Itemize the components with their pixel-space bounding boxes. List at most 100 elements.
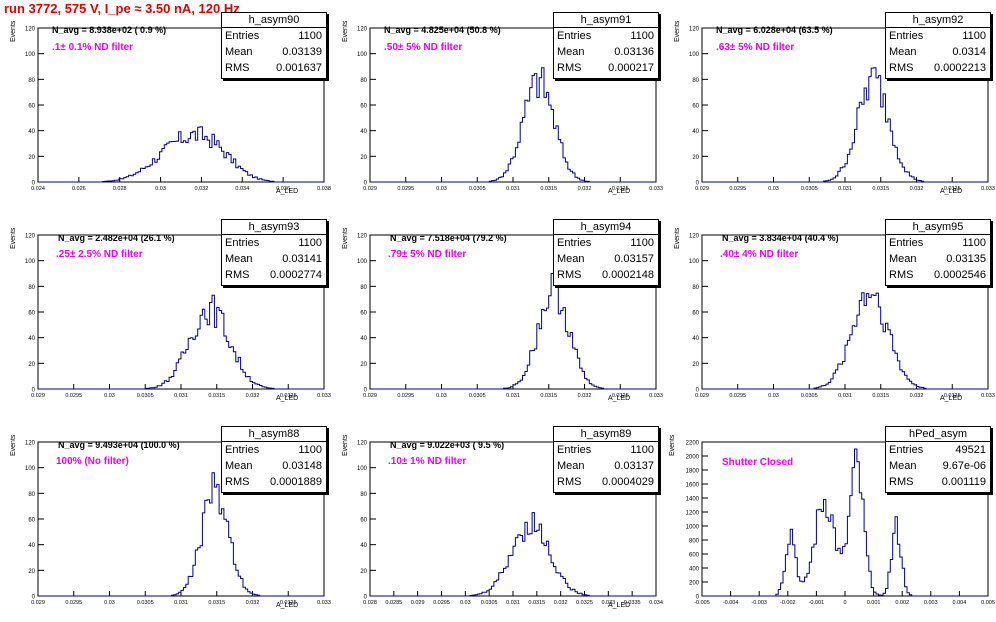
- x-tick-label: 0.0325: [944, 393, 961, 399]
- stats-value: 0.03148: [282, 460, 322, 472]
- x-tick-label: 0.031: [174, 393, 188, 399]
- x-tick-label: 0.002: [895, 600, 909, 606]
- x-tick-label: 0.031: [838, 186, 852, 192]
- y-tick-label: 20: [692, 155, 699, 161]
- histogram-series-h_asym90: [38, 126, 324, 183]
- x-tick-label: 0.03: [436, 186, 447, 192]
- stats-row-entries: Entries 1100: [222, 28, 326, 44]
- y-tick-label: 0: [364, 181, 368, 187]
- stats-label: RMS: [889, 62, 914, 74]
- stats-label: Mean: [557, 253, 585, 265]
- y-tick-label: 40: [28, 543, 35, 549]
- x-tick-label: 0.029: [695, 393, 709, 399]
- x-tick-label: 0.0305: [469, 186, 486, 192]
- histogram-series-h_asym93: [38, 294, 324, 390]
- y-tick-label: 120: [25, 234, 36, 240]
- x-tick-label: 0.03: [104, 393, 115, 399]
- page-title: run 3772, 575 V, I_pe ≈ 3.50 nA, 120 Hz: [4, 1, 240, 16]
- y-tick-label: 2000: [686, 455, 700, 461]
- y-tick-label: 80: [28, 285, 35, 291]
- y-tick-label: 100: [357, 466, 368, 472]
- y-tick-label: 2200: [686, 441, 700, 447]
- y-tick-label: 20: [28, 569, 35, 575]
- y-tick-label: 0: [32, 388, 36, 394]
- y-tick-label: 80: [692, 78, 699, 84]
- x-tick-label: 0.033: [601, 600, 615, 606]
- x-tick-label: 0.0295: [397, 393, 414, 399]
- stats-row-rms: RMS 0.000217: [554, 60, 658, 76]
- x-tick-label: -0.003: [751, 600, 767, 606]
- x-tick-label: 0.032: [578, 393, 592, 399]
- x-tick-label: 0.0305: [137, 393, 154, 399]
- stats-label: RMS: [889, 476, 914, 488]
- x-tick-label: 0.032: [195, 186, 209, 192]
- y-axis-label: Events: [342, 227, 349, 249]
- x-tick-label: 0.0305: [801, 186, 818, 192]
- stats-box: h_asym89 Entries 1100 Mean 0.03137 RMS 0.00040…: [553, 426, 659, 493]
- y-tick-label: 40: [692, 129, 699, 135]
- histogram-name: h_asym91: [554, 13, 658, 28]
- stats-label: Mean: [557, 46, 585, 58]
- histogram-panel-h_asym95: 0 20 40 60 80 100 120 0.029 0.0295 0.03 0.0305 0.03…: [664, 207, 996, 414]
- x-axis-label: A_LED: [940, 395, 963, 402]
- y-tick-label: 100: [357, 52, 368, 58]
- stats-value: 0.03139: [282, 46, 322, 58]
- stats-value: 0.03136: [614, 46, 654, 58]
- x-tick-label: 0.031: [506, 393, 520, 399]
- filter-label: .40± 4% ND filter: [720, 249, 799, 260]
- x-tick-label: 0.031: [174, 600, 188, 606]
- x-tick-label: -0.005: [694, 600, 710, 606]
- x-tick-label: 0.032: [910, 186, 924, 192]
- stats-row-mean: Mean 9.67e-06: [886, 458, 990, 474]
- histogram-plot: 0 20 40 60 80 100 120 0.029 0.0295 0.03 0.0305 0.03…: [357, 234, 663, 400]
- y-tick-label: 60: [28, 104, 35, 110]
- x-tick-label: 0.0295: [65, 600, 82, 606]
- histogram-series-h_asym89: [370, 512, 656, 597]
- x-tick-label: 0.033: [317, 600, 331, 606]
- x-tick-label: 0.0315: [208, 393, 225, 399]
- x-tick-label: 0.029: [411, 600, 425, 606]
- stats-row-entries: Entries 1100: [222, 442, 326, 458]
- y-tick-label: 0: [696, 595, 700, 601]
- stats-value: 1100: [630, 237, 654, 249]
- x-tick-label: 0.032: [246, 393, 260, 399]
- x-tick-label: 0.031: [838, 393, 852, 399]
- x-tick-label: 0.0315: [872, 186, 889, 192]
- y-tick-label: 40: [360, 543, 367, 549]
- x-tick-label: 0: [843, 600, 846, 606]
- histogram-series-h_asym95: [702, 292, 988, 390]
- filter-label: .79± 5% ND filter: [388, 249, 467, 260]
- x-axis-label: A_LED: [276, 395, 299, 402]
- stats-value: 0.001119: [941, 476, 986, 488]
- stats-label: Entries: [225, 30, 260, 42]
- stats-label: Entries: [557, 237, 592, 249]
- n-avg-annotation: N_avg = 2.482e+04 (26.1 %): [58, 233, 175, 243]
- stats-label: RMS: [889, 269, 914, 281]
- x-tick-label: 0.026: [72, 186, 86, 192]
- x-tick-label: 0.029: [31, 393, 45, 399]
- x-tick-label: 0.0295: [397, 186, 414, 192]
- x-axis-label: A_LED: [276, 602, 299, 609]
- stats-label: Mean: [557, 460, 585, 472]
- stats-value: 0.0001889: [270, 476, 322, 488]
- histogram-panel-h_asym89: 0 20 40 60 80 100 120 0.028 0.0285 0.029 0.0295 0.0…: [332, 414, 664, 621]
- n-avg-annotation: N_avg = 7.518e+04 (79.2 %): [390, 233, 507, 243]
- x-axis-label: A_LED: [940, 188, 963, 195]
- x-tick-label: 0.034: [235, 186, 249, 192]
- stats-row-rms: RMS 0.0002213: [886, 60, 990, 76]
- y-tick-label: 60: [360, 518, 367, 524]
- stats-label: RMS: [225, 269, 250, 281]
- y-tick-label: 120: [357, 441, 368, 447]
- filter-label: 100% (No filter): [56, 456, 129, 467]
- stats-row-entries: Entries 1100: [886, 28, 990, 44]
- stats-value: 1100: [630, 444, 654, 456]
- n-avg-annotation: N_avg = 9.493e+04 (100.0 %): [58, 440, 180, 450]
- stats-row-mean: Mean 0.03157: [554, 251, 658, 267]
- y-tick-label: 60: [692, 311, 699, 317]
- y-tick-label: 80: [360, 285, 367, 291]
- x-tick-label: 0.034: [649, 600, 663, 606]
- y-tick-label: 120: [689, 27, 700, 33]
- x-tick-label: 0.03: [768, 393, 779, 399]
- x-tick-label: 0.001: [867, 600, 881, 606]
- histogram-plot: 0 20 40 60 80 100 120 0.024 0.026 0.028 0.03 0.032 0…: [25, 27, 331, 193]
